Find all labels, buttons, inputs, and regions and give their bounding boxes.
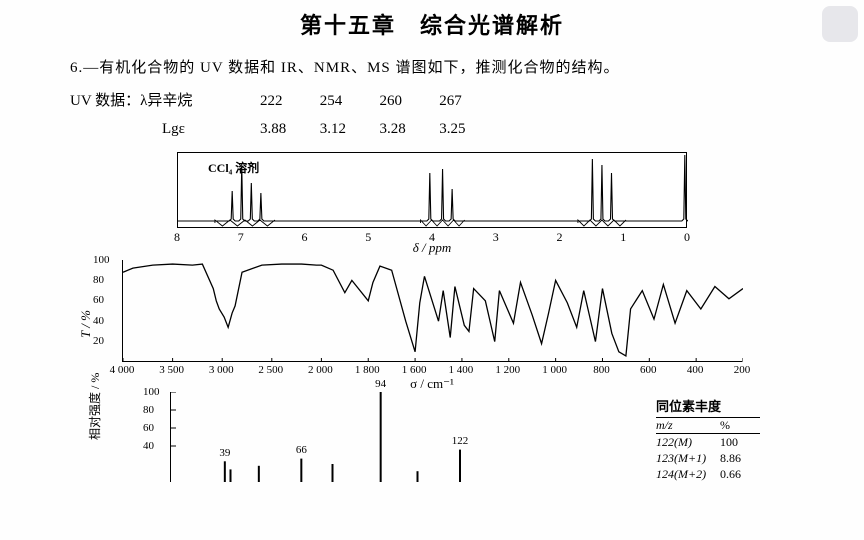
ir-xtick: 2 000 <box>308 364 333 376</box>
ir-x-axis: σ / cm⁻¹ 4 0003 5003 0002 5002 0001 8001… <box>122 362 742 388</box>
ir-xtick: 200 <box>734 364 751 376</box>
ir-chart: T / % 10080604020 σ / cm⁻¹ 4 0003 5003 0… <box>122 260 742 388</box>
iso-row: 122(M)100 <box>656 434 760 450</box>
nmr-trace <box>178 153 688 229</box>
nmr-tick: 1 <box>620 230 626 245</box>
nmr-tick: 4 <box>429 230 435 245</box>
ms-peak-label: 39 <box>219 447 230 459</box>
chapter-title: 第十五章 综合光谱解析 <box>0 0 864 40</box>
ir-ytick: 20 <box>93 335 104 347</box>
isotope-table: 同位素丰度 m/z % 122(M)100123(M+1)8.86124(M+2… <box>656 396 760 483</box>
problem-text: 6.—有机化合物的 UV 数据和 IR、NMR、MS 谱图如下，推测化合物的结构… <box>70 54 794 83</box>
nmr-tick: 0 <box>684 230 690 245</box>
ms-peak-label: 66 <box>296 444 307 456</box>
ms-ytick: 40 <box>143 440 154 452</box>
ms-y-label: 相对强度 / % <box>86 372 103 439</box>
ir-xtick: 1 800 <box>355 364 380 376</box>
uv-data-block: UV 数据：λ异辛烷 222 254 260 267 Lgε 3.88 3.12… <box>70 87 794 144</box>
uv-lge-label: Lgε <box>162 115 260 144</box>
ir-ytick: 100 <box>93 254 110 266</box>
ir-xtick: 600 <box>640 364 657 376</box>
ir-xtick: 1 200 <box>495 364 520 376</box>
nmr-tick: 2 <box>557 230 563 245</box>
ir-x-label: σ / cm⁻¹ <box>410 376 454 392</box>
ir-trace <box>123 260 743 362</box>
ir-xtick: 3 500 <box>159 364 184 376</box>
nmr-chart: CCl₄ 溶剂 δ / ppm 876543210 <box>177 152 687 254</box>
ms-chart: 相对强度 / % 100806040396694122 同位素丰度 m/z % … <box>130 392 830 482</box>
fullscreen-button[interactable] <box>822 6 858 42</box>
nmr-tick: 5 <box>365 230 371 245</box>
uv-wavelengths: 222 254 260 267 <box>260 87 495 116</box>
ms-ytick: 100 <box>143 386 160 398</box>
ir-ytick: 40 <box>93 315 104 327</box>
ir-xtick: 1 000 <box>542 364 567 376</box>
ir-xtick: 4 000 <box>110 364 135 376</box>
nmr-tick: 8 <box>174 230 180 245</box>
ir-ytick: 60 <box>93 294 104 306</box>
uv-label: UV 数据：λ异辛烷 <box>70 87 260 116</box>
nmr-tick: 7 <box>238 230 244 245</box>
ir-ytick: 80 <box>93 274 104 286</box>
iso-row: 124(M+2)0.66 <box>656 466 760 482</box>
nmr-x-axis: δ / ppm 876543210 <box>177 230 687 254</box>
iso-col-mz: m/z <box>656 418 720 433</box>
ir-xtick: 1 600 <box>402 364 427 376</box>
ir-xtick: 3 000 <box>209 364 234 376</box>
ms-peak-label: 94 <box>375 378 386 390</box>
nmr-tick: 6 <box>302 230 308 245</box>
ir-y-label: T / % <box>78 310 94 338</box>
isotope-title: 同位素丰度 <box>656 396 760 415</box>
ms-peak-label: 122 <box>452 435 469 447</box>
nmr-tick: 3 <box>493 230 499 245</box>
ms-ytick: 80 <box>143 404 154 416</box>
ir-xtick: 800 <box>593 364 610 376</box>
iso-col-pct: % <box>720 418 760 433</box>
ir-xtick: 2 500 <box>258 364 283 376</box>
uv-lge-values: 3.88 3.12 3.28 3.25 <box>260 115 495 144</box>
ir-xtick: 400 <box>687 364 704 376</box>
ms-ytick: 60 <box>143 422 154 434</box>
ir-xtick: 1 400 <box>449 364 474 376</box>
iso-row: 123(M+1)8.86 <box>656 450 760 466</box>
